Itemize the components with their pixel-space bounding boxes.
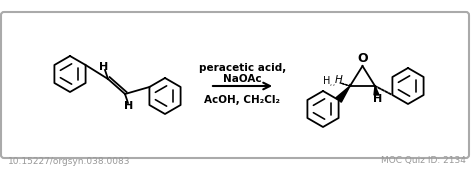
Text: AcOH, CH₂Cl₂: AcOH, CH₂Cl₂ [204, 95, 281, 105]
Text: H$_{,,}$: H$_{,,}$ [322, 75, 336, 90]
Text: NaOAc: NaOAc [223, 74, 262, 84]
Text: peracetic acid,: peracetic acid, [199, 63, 286, 73]
Text: H: H [374, 94, 383, 104]
Text: H: H [124, 101, 134, 111]
Text: ,,: ,, [347, 78, 353, 88]
Text: O: O [357, 53, 368, 66]
Polygon shape [374, 86, 379, 95]
Text: H: H [334, 75, 342, 85]
Text: MOC Quiz ID: 2134: MOC Quiz ID: 2134 [381, 156, 466, 165]
Polygon shape [336, 86, 350, 102]
Text: 10.15227/orgsyn.038.0083: 10.15227/orgsyn.038.0083 [8, 156, 130, 165]
Text: H: H [100, 62, 109, 72]
FancyBboxPatch shape [1, 12, 469, 158]
